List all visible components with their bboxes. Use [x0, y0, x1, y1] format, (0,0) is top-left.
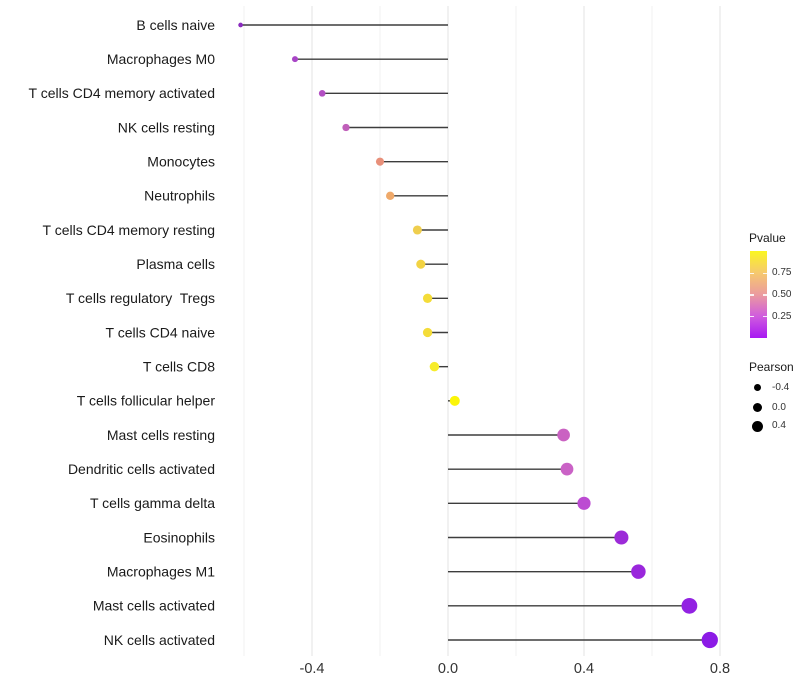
pvalue-legend-title: Pvalue	[749, 231, 786, 245]
pvalue-colorbar	[750, 251, 767, 338]
colorbar-tick	[763, 272, 767, 275]
x-axis-tick-label: 0.8	[710, 661, 730, 677]
colorbar-tick	[750, 294, 754, 296]
y-axis-label: T cells CD4 naive	[106, 324, 216, 340]
lollipop-dot	[291, 56, 299, 63]
y-axis-label: T cells CD4 memory resting	[43, 222, 215, 238]
pvalue-tick-label: 0.25	[772, 311, 792, 322]
lollipop-dot	[422, 293, 433, 303]
y-axis-label: NK cells activated	[104, 632, 215, 648]
lollipop-dot	[238, 22, 243, 28]
lollipop-dot	[681, 597, 698, 614]
pearson-size-label: 0.4	[772, 420, 786, 431]
lollipop-dot	[560, 462, 574, 476]
y-axis-label: T cells follicular helper	[77, 393, 216, 409]
lollipop-dot	[449, 395, 460, 406]
x-axis-tick-label: 0.0	[438, 661, 458, 677]
pvalue-tick-label: 0.50	[772, 289, 792, 300]
pearson-size-label: 0.0	[772, 401, 786, 413]
y-axis-label: Macrophages M0	[107, 51, 215, 67]
pearson-size-dot-small	[754, 384, 761, 391]
lollipop-dot	[701, 631, 718, 649]
colorbar-tick	[763, 315, 767, 318]
y-axis-label: T cells CD8	[143, 359, 215, 375]
pearson-size-dot-large	[752, 420, 763, 432]
lollipop-dot	[412, 225, 422, 235]
lollipop-dot	[416, 259, 426, 269]
lollipop-dot	[429, 361, 440, 372]
lollipop-dot	[614, 530, 629, 545]
lollipop-dot	[375, 157, 385, 166]
y-axis-label: Plasma cells	[136, 256, 215, 272]
pearson-size-dot-medium	[753, 403, 762, 412]
pearson-legend-title: Pearson	[749, 360, 794, 374]
lollipop-dot	[577, 496, 591, 510]
y-axis-label: Mast cells activated	[93, 598, 215, 614]
lollipop-dot	[631, 564, 646, 579]
lollipop-dot	[386, 191, 395, 201]
y-axis-label: T cells regulatory Tregs	[66, 290, 215, 306]
colorbar-tick	[750, 315, 754, 318]
y-axis-label: Mast cells resting	[107, 427, 215, 443]
colorbar-tick	[750, 272, 754, 275]
x-axis-tick-label: -0.4	[300, 661, 325, 677]
y-axis-label: Neutrophils	[144, 188, 215, 204]
colorbar-tick	[763, 294, 767, 296]
lollipop-dot	[342, 123, 350, 132]
y-axis-label: NK cells resting	[118, 119, 215, 135]
y-axis-label: Macrophages M1	[107, 564, 215, 580]
lollipop-dot	[318, 89, 326, 97]
y-axis-label: T cells gamma delta	[90, 495, 215, 511]
lollipop-dot	[557, 428, 570, 442]
y-axis-label: B cells naive	[136, 17, 215, 33]
y-axis-label: Eosinophils	[143, 529, 215, 545]
y-axis-label: Dendritic cells activated	[68, 461, 215, 477]
y-axis-label: Monocytes	[147, 154, 215, 170]
pvalue-tick-label: 0.75	[772, 267, 792, 278]
y-axis-label: T cells CD4 memory activated	[29, 85, 215, 101]
lollipop-dot	[422, 327, 433, 338]
x-axis-tick-label: 0.4	[574, 661, 594, 677]
pearson-size-label: -0.4	[772, 381, 790, 393]
